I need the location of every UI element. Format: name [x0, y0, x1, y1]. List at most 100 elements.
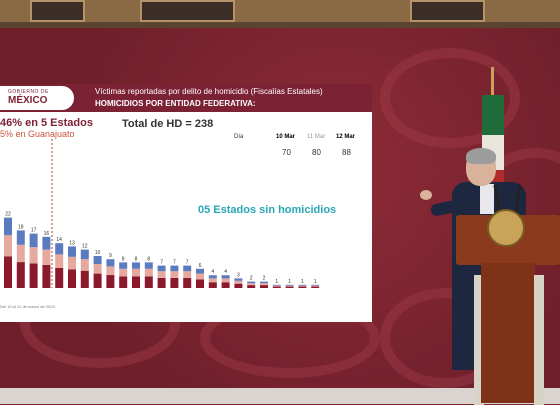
bar-label: 4	[211, 269, 214, 275]
no-homicide-states: 05 Estados sin homicidios	[198, 204, 337, 216]
bar-segment	[16, 262, 25, 288]
logo-top-text: GOBIERNO DE	[8, 89, 49, 95]
bar-label: 14	[56, 237, 62, 243]
bar-segment	[16, 244, 25, 263]
bar-segment	[93, 256, 102, 264]
bar-segment	[16, 230, 25, 245]
speaker-hair	[466, 148, 496, 164]
bar-segment	[221, 275, 230, 279]
bar-segment	[106, 275, 115, 288]
bar-label: 8	[147, 256, 150, 262]
date-value: 80	[312, 148, 321, 157]
beam	[0, 22, 560, 28]
bar-segment	[170, 265, 179, 272]
bar-segment	[132, 276, 140, 288]
bar-segment	[272, 284, 281, 286]
wall-top	[0, 0, 560, 28]
bar-segment	[157, 265, 166, 272]
bar-label: 9	[109, 253, 112, 259]
bar-segment	[170, 277, 179, 288]
bar-segment	[311, 285, 320, 287]
bar-segment	[106, 259, 115, 267]
national-seal	[487, 209, 525, 247]
total-hd: Total de HD = 238	[122, 118, 214, 130]
bar-segment	[80, 270, 89, 288]
bar-label: 16	[44, 231, 50, 237]
bar-label: 1	[314, 279, 317, 285]
bar-segment	[68, 256, 76, 270]
bar-segment	[68, 269, 76, 288]
percentage-text: 46% en 5 Estados	[0, 117, 93, 129]
header-title: Víctimas reportadas por delito de homici…	[95, 87, 323, 96]
bar-label: 8	[122, 256, 125, 262]
bar-segment	[55, 254, 64, 268]
bar-segment	[196, 268, 204, 274]
bar-label: 12	[82, 244, 88, 250]
bar-segment	[55, 243, 64, 255]
bar-segment	[311, 286, 320, 288]
bar-segment	[196, 273, 204, 280]
presentation-screen: GOBIERNO DE MÉXICO Víctimas reportadas p…	[0, 84, 372, 322]
window	[410, 0, 485, 22]
bar-segment	[42, 264, 51, 288]
bar-label: 18	[18, 224, 24, 230]
bar-segment	[234, 283, 243, 288]
bar-label: 1	[288, 279, 291, 285]
bar-segment	[132, 262, 140, 269]
bar-segment	[106, 266, 115, 276]
bar-segment	[68, 246, 76, 257]
bar-segment	[285, 285, 294, 287]
bar-segment	[272, 285, 281, 287]
bar-segment	[183, 265, 192, 272]
government-logo: GOBIERNO DE MÉXICO	[0, 86, 74, 110]
bar-segment	[234, 280, 243, 284]
bar-segment	[93, 273, 102, 288]
bar-segment	[183, 271, 192, 278]
logo-main-text: MÉXICO	[8, 95, 48, 106]
bar-label: 6	[199, 263, 202, 269]
bar-segment	[119, 262, 128, 269]
bar-segment	[144, 268, 153, 277]
bar-segment	[55, 267, 64, 288]
bar-label: 1	[275, 279, 278, 285]
bar-label: 1	[301, 279, 304, 285]
bar-segment	[4, 256, 12, 288]
floor	[0, 388, 560, 404]
bar-segment	[157, 271, 166, 278]
bar-segment	[119, 268, 128, 277]
bar-segment	[157, 277, 166, 288]
bar-label: 2	[250, 276, 253, 282]
speaker-shirt	[480, 184, 494, 214]
podium	[456, 184, 560, 405]
date-value: 88	[342, 148, 351, 157]
bar-segment	[4, 217, 12, 236]
header-subtitle: HOMICIDIOS POR ENTIDAD FEDERATIVA:	[95, 99, 256, 108]
dia-label: Día	[234, 134, 244, 140]
bar-segment	[144, 276, 153, 288]
window	[30, 0, 85, 22]
bar-segment	[42, 236, 51, 250]
percentage-subtext: 5% en Guanajuato	[0, 129, 75, 139]
bar-label: 8	[135, 256, 138, 262]
bar-segment	[80, 249, 89, 260]
bar-segment	[221, 282, 230, 288]
date-label: 10 Mar	[276, 134, 296, 140]
bar-segment	[119, 276, 128, 288]
footnote: Del 10 al 12 de marzo de 2023.	[0, 304, 56, 309]
window	[140, 0, 235, 22]
bar-label: 3	[237, 272, 240, 278]
date-label: 11 Mar	[307, 134, 326, 140]
bar-segment	[260, 283, 268, 286]
bar-label: 13	[69, 240, 75, 246]
bar-segment	[29, 247, 38, 264]
bar-segment	[29, 233, 38, 248]
date-value: 70	[282, 148, 291, 157]
bar-segment	[80, 259, 89, 271]
bar-label: 7	[160, 260, 163, 266]
speaker-hand	[420, 190, 432, 200]
bar-label: 7	[173, 260, 176, 266]
bar-segment	[93, 264, 102, 274]
bar-segment	[42, 249, 51, 265]
bar-label: 2	[263, 276, 266, 282]
